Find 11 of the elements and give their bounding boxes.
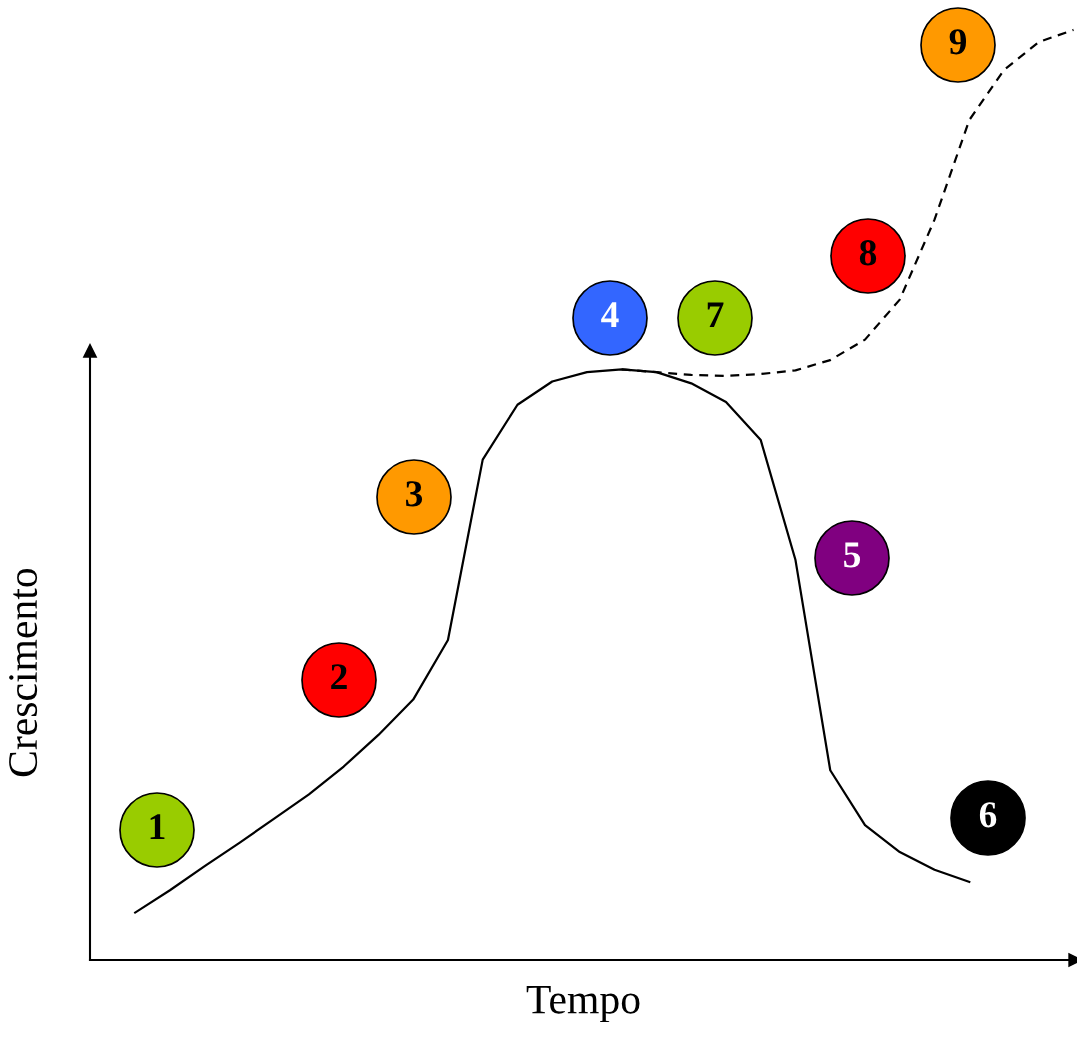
annotation: 9 (949, 29, 967, 55)
annotation: 1 (150, 814, 165, 840)
annotation: 6 (979, 802, 997, 828)
annotation: 4 (601, 302, 619, 328)
x-axis-title: Tempo (526, 985, 640, 1023)
annotation: 5 (844, 542, 860, 568)
annotation: 7 (707, 302, 724, 328)
annotation: 3 (406, 481, 423, 507)
annotation: 8 (859, 240, 877, 266)
y-axis-title: Crescimento (9, 568, 38, 777)
annotation: 2 (331, 664, 347, 690)
